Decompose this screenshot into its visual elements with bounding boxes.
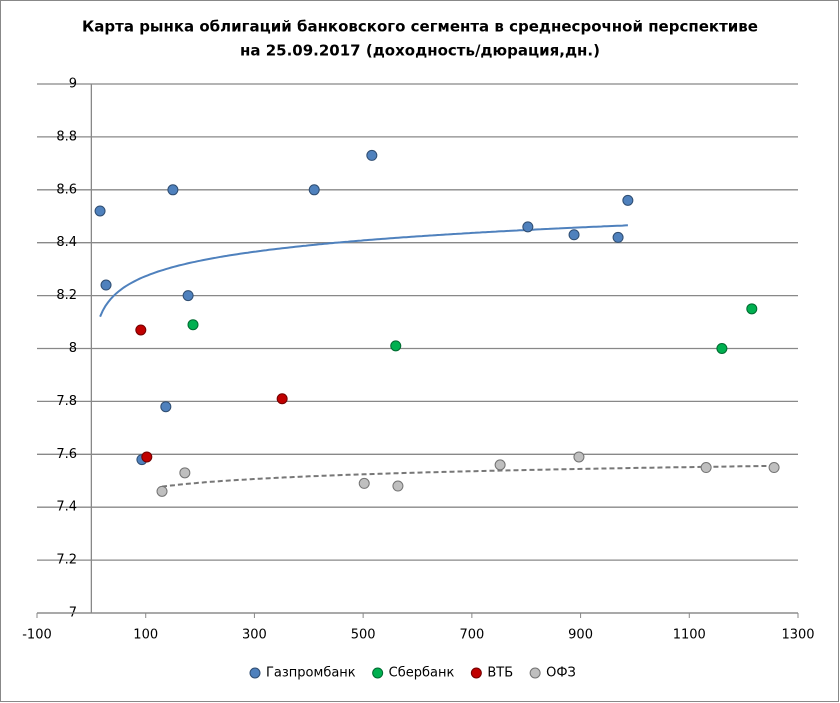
y-tick-label: 7.6 — [56, 447, 77, 462]
y-tick-label: 7.8 — [56, 394, 77, 409]
point — [612, 231, 624, 243]
legend-label: ОФЗ — [546, 666, 576, 681]
point — [716, 343, 728, 354]
trendline — [99, 224, 628, 318]
point — [156, 485, 168, 497]
x-tick-label: 1300 — [781, 628, 814, 643]
legend-label: ВТБ — [487, 666, 513, 681]
point — [94, 205, 106, 217]
point — [573, 451, 585, 463]
y-tick-label: 9 — [69, 77, 77, 92]
point — [308, 184, 320, 196]
y-tick-label: 7.2 — [56, 553, 77, 568]
point — [622, 194, 634, 206]
x-tick-label: 300 — [242, 628, 267, 643]
legend-marker — [249, 667, 261, 679]
point — [167, 184, 179, 196]
chart-title: на 25.09.2017 (доходность/дюрация,дн.) — [240, 42, 600, 60]
x-tick-label: 900 — [568, 628, 593, 643]
y-tick-label: 8 — [69, 341, 77, 356]
x-tick-label: 700 — [459, 628, 484, 643]
legend-label: Сбербанк — [389, 666, 455, 681]
x-tick-label: -100 — [22, 628, 52, 643]
point — [187, 319, 199, 331]
point — [746, 303, 758, 315]
legend-marker — [470, 667, 482, 679]
legend-label: Газпромбанк — [266, 666, 356, 681]
point — [768, 462, 780, 474]
point — [179, 467, 191, 479]
point — [366, 149, 378, 161]
point — [390, 340, 402, 352]
point — [276, 393, 288, 405]
y-tick-label: 8.2 — [56, 288, 77, 303]
point — [135, 324, 147, 336]
y-tick-label: 7.4 — [56, 500, 77, 515]
point — [182, 290, 194, 302]
y-tick-label: 8.4 — [56, 235, 77, 250]
point — [494, 459, 506, 471]
point — [568, 229, 580, 241]
y-tick-label: 8.6 — [56, 182, 77, 197]
point — [392, 480, 404, 492]
x-tick-label: 1100 — [673, 628, 706, 643]
point — [522, 221, 534, 233]
x-tick-label: 500 — [351, 628, 376, 643]
y-tick-label: 8.8 — [56, 129, 77, 144]
legend-marker — [372, 667, 384, 679]
x-tick-label: 100 — [133, 628, 158, 643]
chart-title: Карта рынка облигаций банковского сегмен… — [82, 18, 758, 36]
legend-marker — [529, 667, 541, 679]
point — [160, 401, 172, 413]
point — [141, 451, 153, 463]
trendline — [161, 464, 775, 488]
point — [358, 477, 370, 489]
point — [700, 462, 712, 474]
point — [100, 279, 112, 291]
